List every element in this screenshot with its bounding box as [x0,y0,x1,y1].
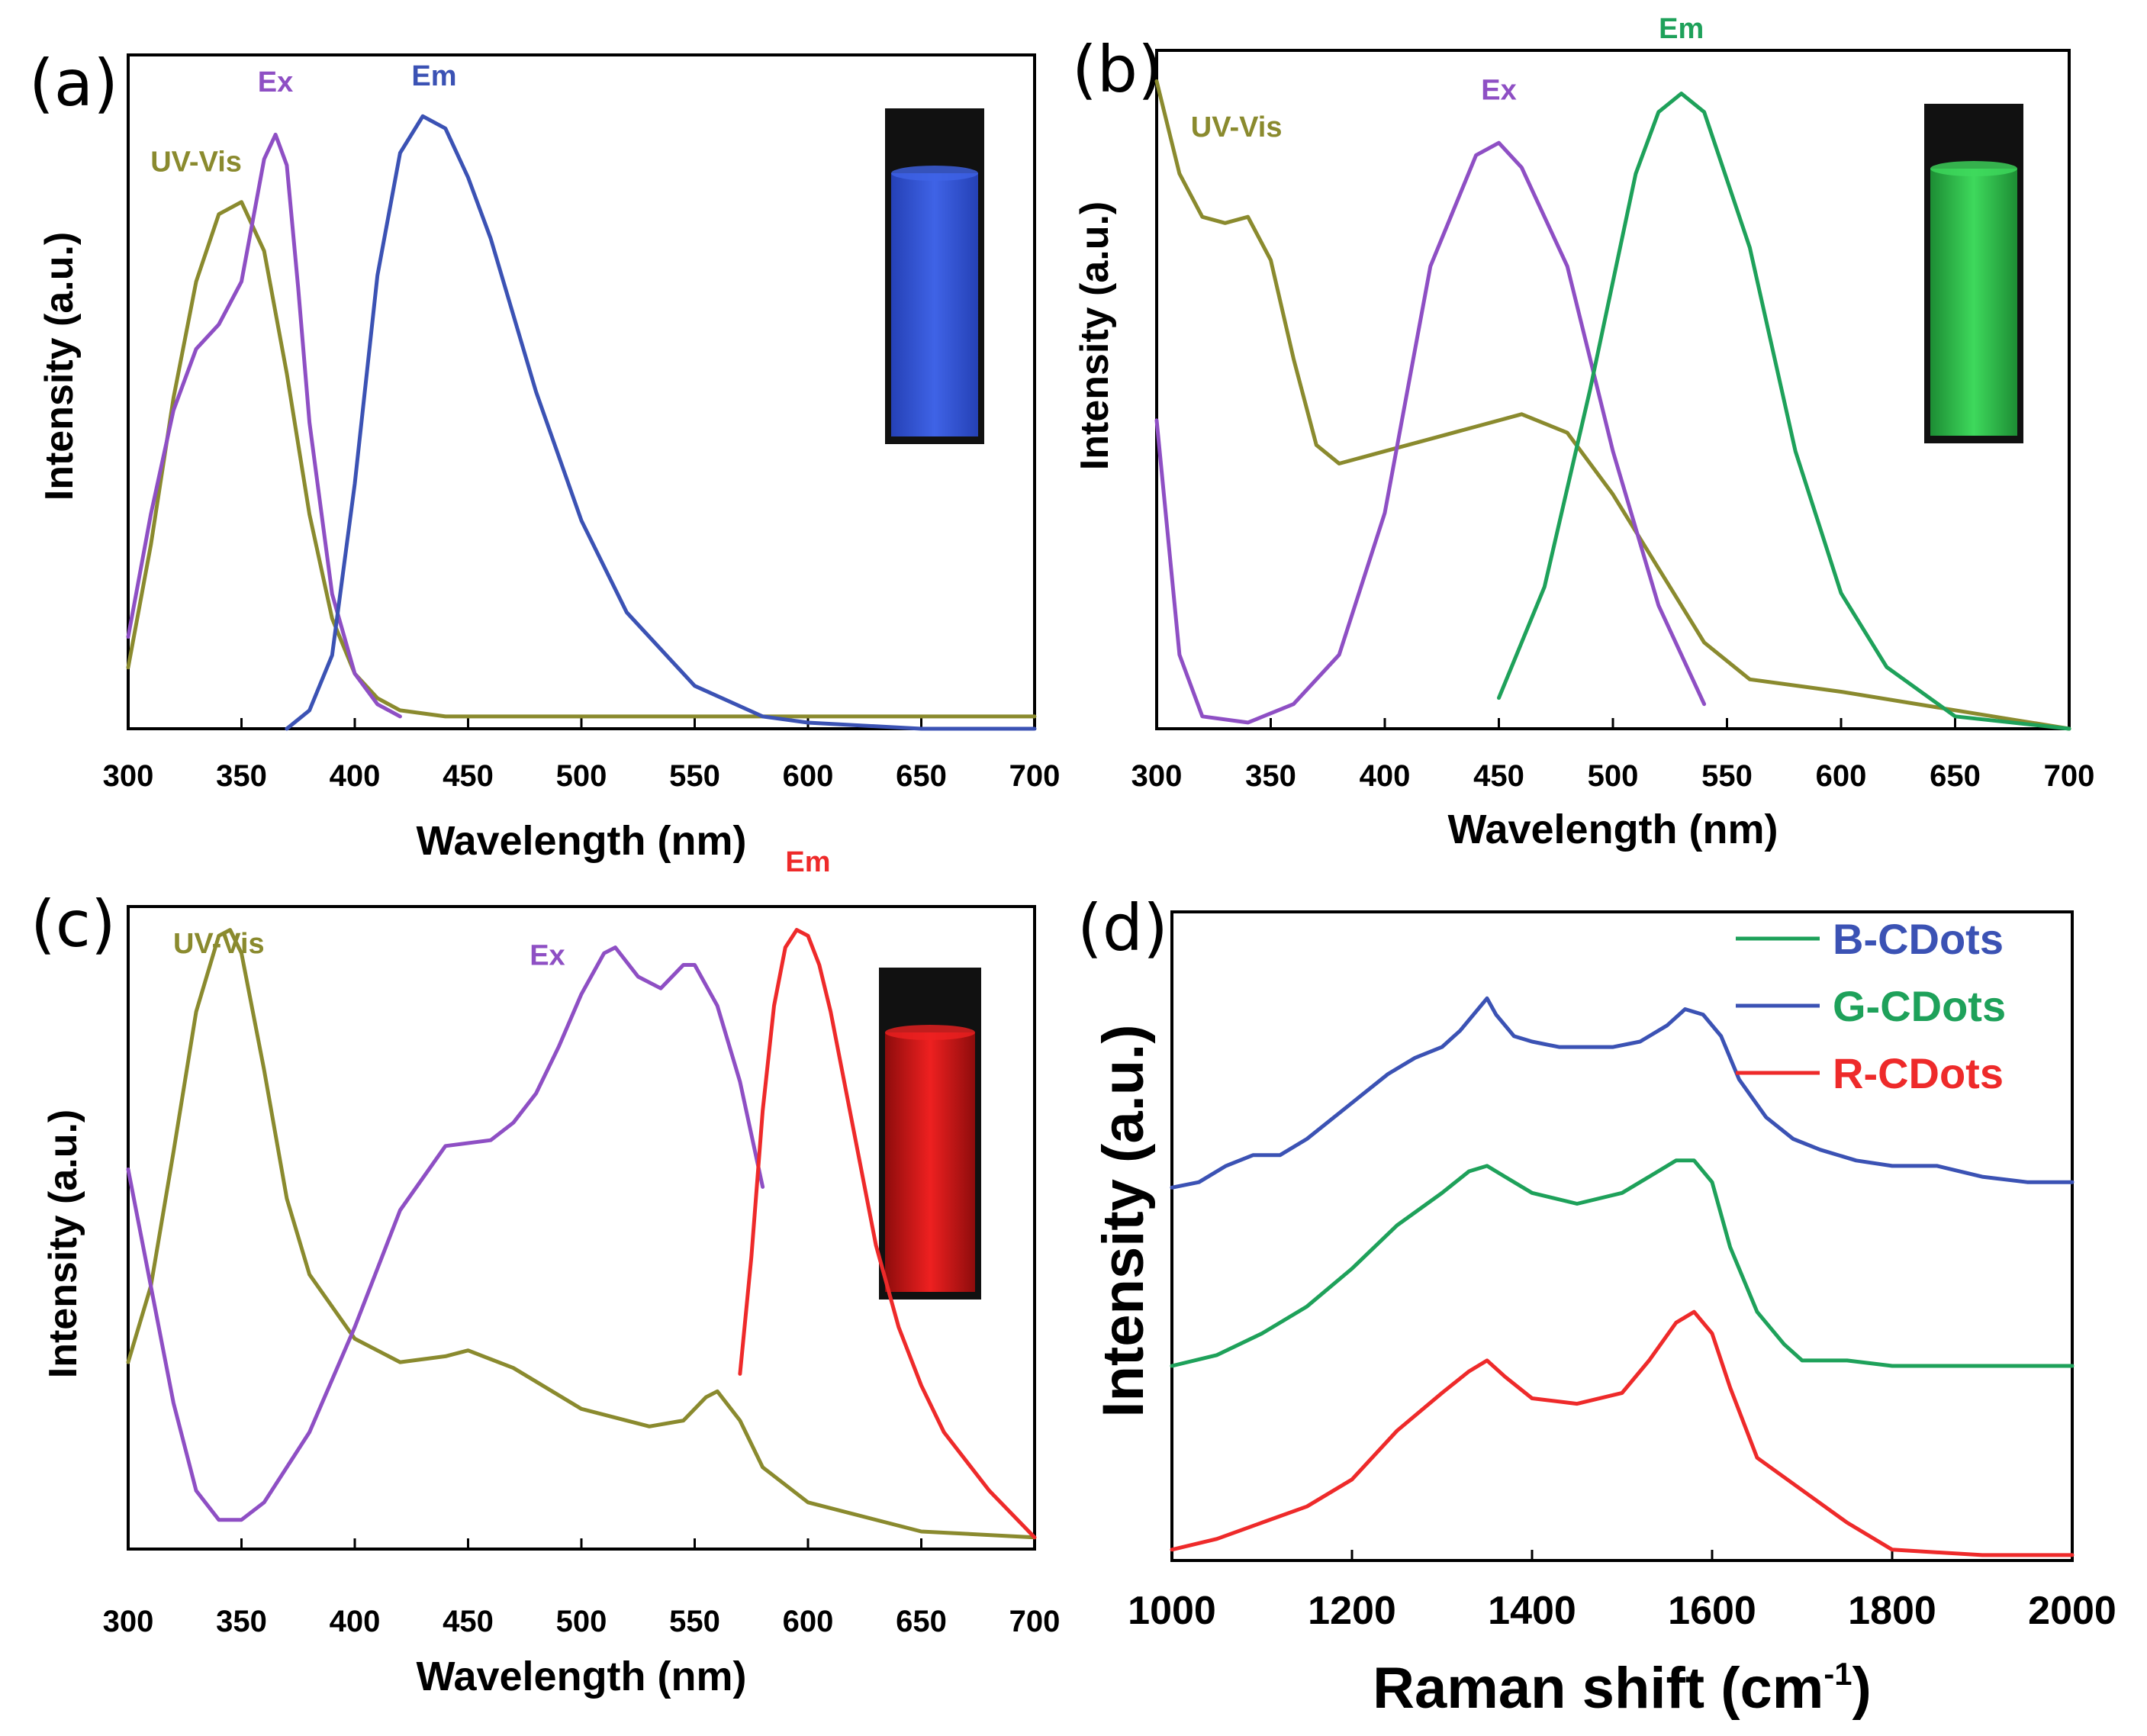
panel-d: (d) 1000 1200 1400 1600 1800 2000 Raman shift (… [1077,891,2116,1721]
x-tick-label: 550 [1701,759,1753,793]
series-label: Ex [258,66,293,98]
x-tick-label: 1400 [1488,1589,1576,1633]
x-axis-label-superscript: -1 [1824,1656,1852,1692]
x-tick-label: 500 [1588,759,1639,793]
series-line-em [285,114,1037,731]
x-tick-label: 300 [1131,759,1183,793]
panel-letter: (b) [1072,32,1163,107]
x-axis-label: Wavelength (nm) [416,818,746,864]
green-glowing-vial-image [1924,104,2023,443]
series-line-uv-vis [1154,79,2071,731]
series-label: Em [1659,13,1704,45]
x-tick-label: 1600 [1668,1589,1756,1633]
x-tick-label: 300 [103,759,154,793]
x-tick-label: 700 [1009,759,1061,793]
x-tick-label: 650 [896,1605,947,1638]
legend-label: R-CDots [1833,1049,2004,1097]
series-label: UV-Vis [150,147,242,179]
x-tick-label: 550 [669,1605,720,1638]
series-label: Em [785,846,830,878]
x-tick-label: 400 [330,759,381,793]
x-axis-label: Wavelength (nm) [416,1654,746,1699]
x-tick-label: 600 [783,759,834,793]
x-tick-label: 700 [1009,1605,1061,1638]
x-tick-label: 2000 [2028,1589,2116,1633]
panel-letter: (c) [31,887,116,961]
x-tick-label: 450 [443,1605,494,1638]
x-axis-label: Wavelength (nm) [1447,807,1778,852]
series-line-ex [126,132,402,719]
x-tick-label: 450 [443,759,494,793]
y-axis-label: Intensity (a.u.) [1091,1024,1156,1417]
panel-a: (a) 300 350 400 450 500 550 600 650 700 Wavelength… [29,46,1060,864]
series-label: Ex [1481,75,1516,107]
x-tick-label: 450 [1473,759,1524,793]
legend-label: G-CDots [1833,982,2006,1030]
x-axis-label: Raman shift (cm-1) [1373,1656,1872,1721]
x-tick-label: 1200 [1308,1589,1396,1633]
series-line-green-trace [1170,1158,2075,1368]
x-tick-label: 1000 [1128,1589,1216,1633]
series-line-uv-vis [126,200,1037,719]
panel-c: (c) 300 350 400 450 500 550 600 650 700 Wavelength… [31,846,1060,1699]
x-tick-label: 600 [783,1605,834,1638]
panel-b: (b) 300 350 400 450 500 550 600 650 700 Wavelength… [1072,13,2094,852]
panel-letter: (a) [29,46,118,121]
series-line-ex [1154,140,1707,725]
series-label: UV-Vis [1191,111,1283,143]
y-axis-label: Intensity (a.u.) [1073,201,1117,470]
y-axis-label: Intensity (a.u.) [37,232,82,501]
x-tick-label: 500 [556,1605,607,1638]
x-tick-label: 550 [669,759,720,793]
series-line-uv-vis [126,928,1037,1540]
series-line-red-trace [1170,1309,2075,1557]
x-tick-label: 400 [1360,759,1411,793]
series-label: Ex [530,940,565,972]
x-tick-label: 650 [1930,759,1981,793]
x-tick-label: 350 [216,1605,267,1638]
legend-label: B-CDots [1833,915,2004,963]
x-tick-label: 400 [330,1605,381,1638]
series-line-em [738,928,1037,1540]
series-label: Em [411,60,456,92]
x-tick-label: 300 [103,1605,154,1638]
blue-glowing-vial-image [885,108,984,444]
plot-frame [1170,910,2074,1562]
series-line-blue-trace [1170,996,2075,1190]
panel-letter: (d) [1077,891,1168,965]
series-line-em [1497,92,2071,731]
x-tick-label: 500 [556,759,607,793]
x-tick-label: 1800 [1848,1589,1936,1633]
x-tick-label: 600 [1816,759,1867,793]
x-tick-label: 700 [2044,759,2095,793]
x-tick-label: 650 [896,759,947,793]
x-axis-label-close: ) [1852,1656,1872,1721]
red-glowing-vial-image [879,968,981,1300]
series-label: UV-Vis [173,928,265,960]
series-line-ex [126,945,765,1522]
x-tick-label: 350 [1245,759,1296,793]
y-axis-label: Intensity (a.u.) [41,1110,85,1378]
x-tick-label: 350 [216,759,267,793]
